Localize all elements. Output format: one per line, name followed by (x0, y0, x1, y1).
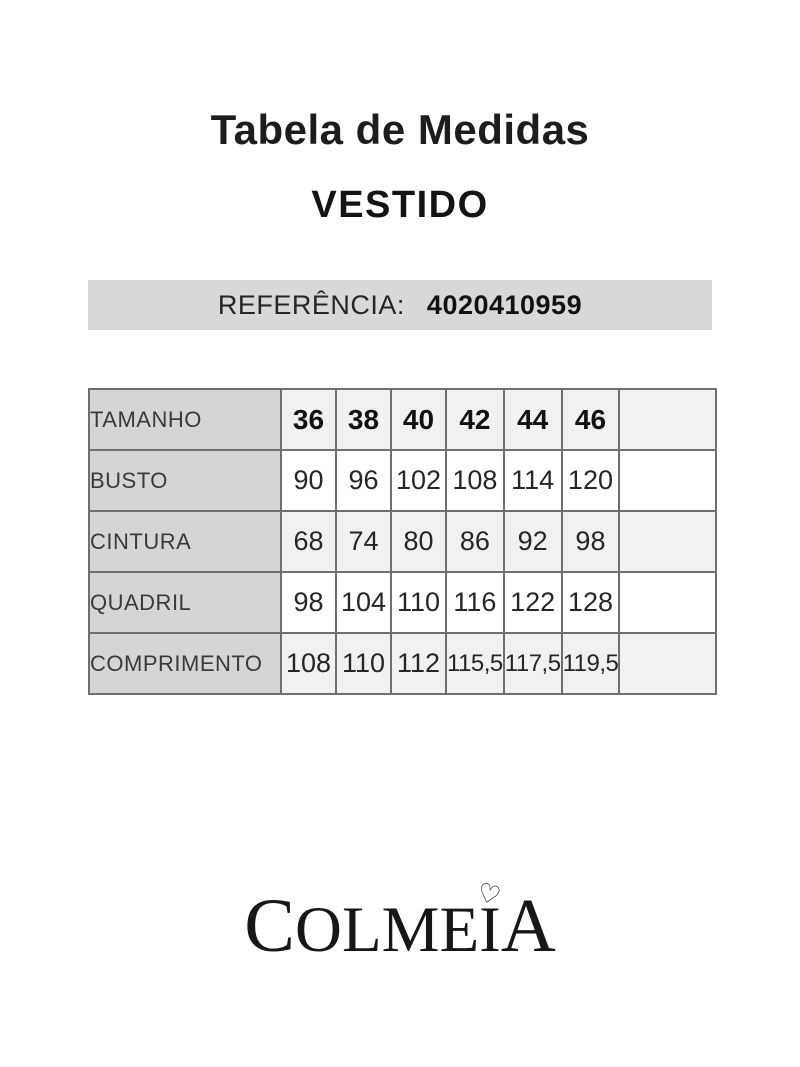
row-label-tamanho: TAMANHO (88, 388, 282, 451)
measurements-table: TAMANHO 36 38 40 42 44 46 BUSTO 90 96 10… (88, 388, 718, 695)
size-cell: 44 (502, 388, 563, 451)
reference-value: 4020410959 (426, 289, 583, 320)
brand-logo: COLME ♡ IA (0, 877, 800, 966)
size-cell: 40 (390, 388, 447, 451)
empty-cell (618, 388, 718, 451)
measurement-cell: 108 (280, 632, 337, 695)
empty-cell (618, 510, 718, 573)
size-cell: 46 (560, 388, 621, 451)
table-row-busto: BUSTO 90 96 102 108 114 120 (88, 449, 718, 512)
table-row-quadril: QUADRIL 98 104 110 116 122 128 (88, 571, 718, 634)
measurement-cell: 114 (502, 449, 563, 512)
measurement-cell: 98 (280, 571, 337, 634)
page-title: Tabela de Medidas (210, 106, 590, 153)
measurement-cell: 104 (335, 571, 392, 634)
measurement-cell: 116 (445, 571, 505, 634)
reference-label: REFERÊNCIA: (217, 289, 405, 320)
row-label-comprimento: COMPRIMENTO (88, 632, 282, 695)
measurement-cell: 80 (390, 510, 447, 573)
table-row-cintura: CINTURA 68 74 80 86 92 98 (88, 510, 718, 573)
measurement-cell: 90 (280, 449, 337, 512)
row-label-cintura: CINTURA (88, 510, 282, 573)
logo-letter: C (244, 884, 295, 968)
measurement-cell: 122 (502, 571, 563, 634)
measurement-cell: 92 (502, 510, 563, 573)
measurement-cell: 115,5 (445, 632, 505, 695)
measurement-cell: 96 (335, 449, 392, 512)
measurement-cell: 120 (560, 449, 621, 512)
row-label-busto: BUSTO (88, 449, 282, 512)
measurement-cell: 74 (335, 510, 392, 573)
logo-letter: A (500, 884, 556, 968)
table-row-tamanho: TAMANHO 36 38 40 42 44 46 (88, 388, 718, 451)
reference-bar: REFERÊNCIA: 4020410959 (88, 280, 712, 330)
row-label-quadril: QUADRIL (88, 571, 282, 634)
measurement-cell: 117,5 (502, 632, 563, 695)
empty-cell (618, 571, 718, 634)
measurement-cell: 119,5 (560, 632, 621, 695)
logo-letters: OLME (295, 894, 480, 966)
measurement-cell: 112 (390, 632, 447, 695)
logo-letter-i: ♡ I (473, 877, 505, 966)
size-cell: 42 (445, 388, 505, 451)
measurement-cell: 102 (390, 449, 447, 512)
measurement-cell: 68 (280, 510, 337, 573)
empty-cell (618, 632, 718, 695)
empty-cell (618, 449, 718, 512)
measurement-cell: 86 (445, 510, 505, 573)
measurement-cell: 98 (560, 510, 621, 573)
size-cell: 36 (280, 388, 337, 451)
garment-type-title: VESTIDO (311, 184, 489, 226)
measurement-cell: 110 (390, 571, 447, 634)
size-cell: 38 (335, 388, 392, 451)
table-row-comprimento: COMPRIMENTO 108 110 112 115,5 117,5 119,… (88, 632, 718, 695)
measurement-cell: 128 (560, 571, 621, 634)
measurement-cell: 110 (335, 632, 392, 695)
measurement-cell: 108 (445, 449, 505, 512)
